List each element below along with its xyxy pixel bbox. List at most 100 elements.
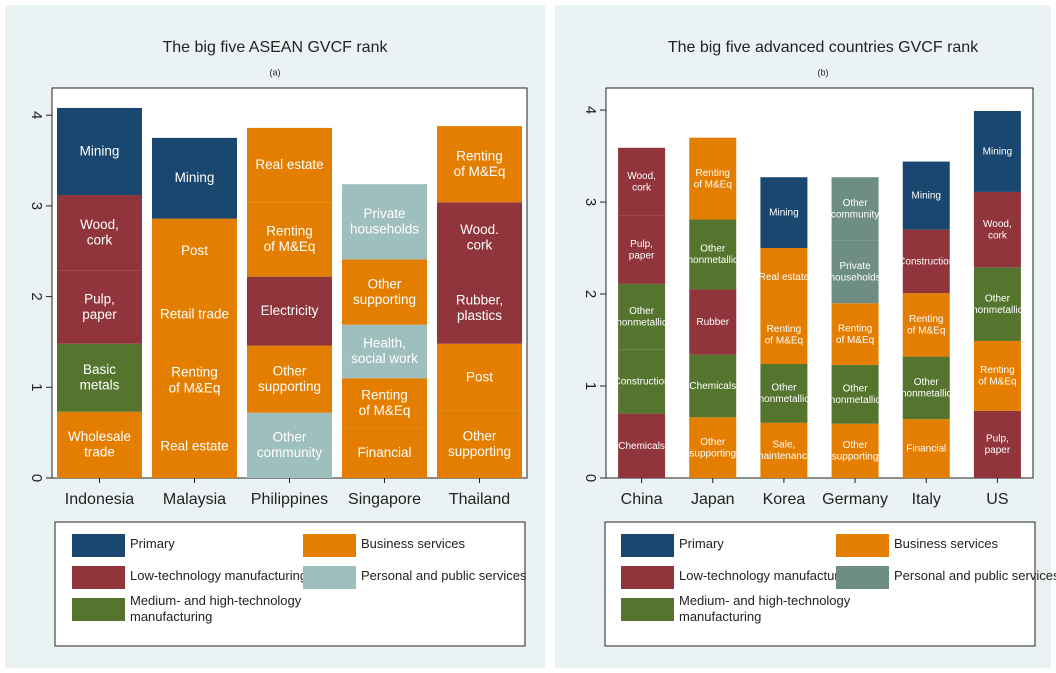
segment-label-line: Construction — [614, 376, 670, 387]
segment-label: Chemicals — [618, 440, 665, 451]
bar-segment — [618, 283, 666, 350]
segment-label: Renting of M&Eq — [169, 364, 221, 395]
segment-label: Renting of M&Eq — [765, 324, 803, 347]
segment-label-line: Basic — [83, 362, 116, 377]
bar-segment — [247, 345, 332, 413]
legend-label-line: Business services — [361, 536, 466, 551]
bar-segment — [618, 413, 666, 478]
y-tick-label: 3 — [28, 202, 45, 210]
segment-label: Other nonmetallic — [759, 382, 810, 405]
bar-segment — [342, 259, 427, 325]
bar-segment — [152, 283, 237, 347]
y-tick-label: 4 — [582, 106, 599, 114]
bar-segment — [973, 410, 1021, 478]
segment-label: Mining — [80, 143, 120, 158]
legend-swatch — [72, 598, 125, 621]
bar-segment — [437, 273, 522, 344]
segment-label-line: of M&Eq — [694, 179, 732, 190]
legend-label: Low-technology manufacturing — [679, 568, 856, 583]
segment-label: Other supporting — [448, 428, 511, 459]
x-tick-label: Singapore — [348, 491, 421, 508]
segment-label: Renting of M&Eq — [836, 323, 874, 346]
segment-label-line: supporting — [353, 291, 416, 306]
y-tick-label: 2 — [28, 292, 45, 300]
segment-label-line: Wholesale — [68, 429, 131, 444]
y-tick-label: 1 — [28, 383, 45, 391]
bar-segment — [689, 137, 737, 220]
segment-label: Post — [466, 369, 493, 384]
segment-label-line: Mining — [769, 207, 798, 218]
segment-label: Construction — [898, 256, 954, 267]
segment-label-line: Renting — [909, 314, 943, 325]
bar-segment — [689, 289, 737, 355]
segment-label-line: Renting — [361, 387, 408, 402]
segment-label: Mining — [769, 207, 798, 218]
legend-label: Business services — [361, 536, 466, 551]
bar-segment — [437, 126, 522, 203]
segment-label: Other nonmetallic — [616, 305, 667, 328]
segment-label: Financial — [906, 443, 946, 454]
segment-label: Wood, cork — [627, 171, 656, 194]
segment-label-line: of M&Eq — [836, 334, 874, 345]
legend-label: Primary — [679, 536, 724, 551]
segment-label-line: Private — [840, 261, 872, 272]
segment-label: Other nonmetallic — [901, 377, 952, 400]
segment-label: Mining — [175, 170, 215, 185]
bar-segment — [973, 110, 1021, 192]
legend-label-line: Medium- and high-technology — [130, 593, 302, 608]
segment-label-line: Wood, — [983, 219, 1012, 230]
segment-label: Chemicals — [689, 381, 736, 392]
segment-label-line: trade — [84, 444, 115, 459]
legend-label-line: Primary — [679, 536, 724, 551]
bar-segment — [152, 137, 237, 219]
legend-swatch — [72, 534, 125, 557]
bar-segment — [973, 191, 1021, 268]
y-tick-label: 2 — [582, 290, 599, 298]
segment-label-line: of M&Eq — [169, 380, 221, 395]
segment-label: Pulp, paper — [985, 433, 1011, 456]
segment-label-line: Construction — [898, 256, 954, 267]
segment-label-line: metals — [80, 377, 120, 392]
bar-segment — [902, 161, 950, 230]
legend-swatch — [836, 566, 889, 589]
segment-label-line: Wood, — [627, 171, 656, 182]
segment-label-line: Pulp, — [986, 433, 1009, 444]
segment-label-line: of M&Eq — [978, 376, 1016, 387]
legend-label: Low-technology manufacturing — [130, 568, 307, 583]
segment-label: Post — [181, 242, 208, 257]
x-tick-label: US — [986, 491, 1008, 508]
segment-label: Real estate — [160, 438, 228, 453]
segment-label-line: supporting — [832, 451, 879, 462]
segment-label-line: households — [830, 272, 881, 283]
segment-label-line: Mining — [912, 190, 941, 201]
segment-label-line: Rubber — [696, 317, 729, 328]
x-tick-label: Malaysia — [163, 491, 226, 508]
bar-segment — [760, 305, 808, 364]
segment-label-line: Renting — [456, 148, 503, 163]
bar-segment — [760, 363, 808, 423]
segment-label-line: Other — [368, 276, 402, 291]
segment-label-line: Other — [273, 429, 307, 444]
bar-segment — [247, 127, 332, 203]
segment-label: Private households — [830, 261, 881, 284]
bar-segment — [973, 340, 1021, 411]
bar-segment — [152, 414, 237, 478]
legend-swatch — [303, 534, 356, 557]
segment-label: Renting of M&Eq — [978, 365, 1016, 388]
legend-label-line: Personal and public services — [361, 568, 527, 583]
bar-segment — [831, 364, 879, 424]
segment-label-line: Mining — [175, 170, 215, 185]
chart-title: The big five ASEAN GVCF rank — [163, 39, 389, 56]
segment-label: Wholesale trade — [68, 429, 131, 460]
segment-label-line: Renting — [980, 365, 1014, 376]
bar-segment — [342, 378, 427, 429]
bar-segment — [760, 422, 808, 478]
legend-label-line: Medium- and high-technology — [679, 593, 851, 608]
segment-label: Other supporting — [832, 440, 879, 463]
chart-subtitle: (a) — [270, 67, 281, 77]
x-tick-label: Italy — [912, 491, 941, 508]
bar-segment — [342, 428, 427, 478]
y-tick-label: 4 — [28, 111, 45, 119]
segment-label-line: Other — [273, 363, 307, 378]
segment-label-line: social work — [351, 351, 418, 366]
